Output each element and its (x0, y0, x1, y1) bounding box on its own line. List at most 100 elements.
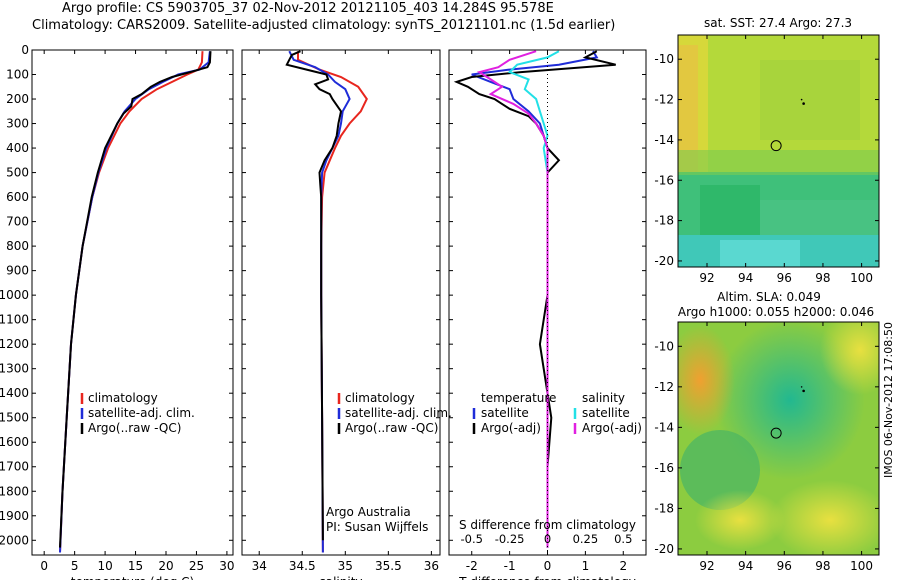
sla_map-xtick-label: 100 (850, 559, 873, 573)
salinity-series-climatology (297, 51, 368, 553)
salinity-diff-tick-label: 0.5 (614, 532, 632, 546)
salinity-diff-tick-label: -0.25 (495, 532, 525, 546)
sla_map-profile-location-marker (770, 427, 782, 439)
sla_map-ytick-label: -16 (654, 461, 674, 475)
sla_map-frame (677, 321, 880, 556)
sst_map-ytick-label: -10 (654, 52, 674, 66)
salinity-legend-label: satellite (582, 406, 630, 420)
sst_map-axes: 92 94 96 98 100 -10 -12 -14 -16 -18 -20 (654, 34, 880, 285)
sst_map-xtick-label: 100 (850, 271, 873, 285)
temperature-xtick-label: 0 (40, 559, 48, 573)
depth-tick-label: 100 (6, 68, 29, 82)
temperature-xtick-label: 5 (71, 559, 79, 573)
salinity-xtick-label: 35.5 (375, 559, 402, 573)
depth-tick-label: 1300 (0, 362, 29, 376)
difference-xtick-label: 1 (582, 559, 590, 573)
sla-map-image (678, 322, 879, 555)
difference-series-s-satellite (507, 50, 560, 548)
sla_map-track-point (802, 389, 805, 393)
depth-tick-label: 1800 (0, 484, 29, 498)
depth-tick-label: 1400 (0, 386, 29, 400)
depth-tick-label: 2000 (0, 533, 29, 547)
depth-tick-label: 900 (6, 264, 29, 278)
salinity-xtick-label: 34.5 (289, 559, 316, 573)
difference-xtick-label: 0 (544, 559, 552, 573)
salinity-diff-tick-label: 0.25 (573, 532, 599, 546)
sla_map-axes: 92 94 96 98 100 -10 -12 -14 -16 -18 -20 (654, 321, 880, 573)
figure-title-line2: Climatology: CARS2009. Satellite-adjuste… (32, 18, 616, 33)
salinity-series-group (285, 50, 368, 553)
salinity-xtick-label: 34 (252, 559, 267, 573)
salinity-legend-title: salinity (582, 391, 625, 405)
sla_map-xtick-label: 98 (815, 559, 830, 573)
difference-xtick-label: -1 (504, 559, 516, 573)
temperature-series-climatology (59, 51, 204, 553)
temperature-frame (31, 49, 234, 556)
depth-tick-label: 0 (21, 43, 29, 57)
sst_map-ytick-label: -16 (654, 173, 674, 187)
salinity-xlabel: salinity (319, 575, 362, 580)
sla_map-track-point (800, 386, 803, 388)
temperature-xtick-label: 25 (189, 559, 204, 573)
sst_map-frame (677, 34, 880, 268)
temperature-legend-label: Argo(..raw -QC) (88, 421, 181, 435)
sla_map-xtick-label: 92 (699, 559, 714, 573)
sla_map-xtick-label: 96 (777, 559, 792, 573)
salinity-legend-label: Argo(-adj) (582, 421, 642, 435)
sst_map-track-point (802, 102, 805, 105)
depth-tick-label: 1000 (0, 288, 29, 302)
sla_map-ytick-label: -20 (654, 542, 674, 556)
temperature-series-argo-raw-qc- (59, 51, 212, 548)
sst_map-ytick-label: -12 (654, 93, 674, 107)
sst_map-xtick-label: 94 (738, 271, 753, 285)
salinity-legend-label: climatology (345, 391, 415, 405)
temperature-xtick-label: 15 (128, 559, 143, 573)
difference-series-t-satellite (471, 50, 599, 548)
argo-australia-label: Argo Australia (326, 505, 411, 519)
salinity-frame (241, 49, 441, 556)
sst_map-xtick-label: 92 (699, 271, 714, 285)
figure-title-line1: Argo profile: CS 5903705_37 02-Nov-2012 … (62, 1, 554, 16)
difference-series-group (453, 50, 616, 548)
sst_map-track-point (800, 98, 803, 101)
depth-tick-label: 1200 (0, 337, 29, 351)
temperature-xtick-label: 30 (219, 559, 234, 573)
sst_map-ytick-label: -20 (654, 254, 674, 268)
sla_map-ytick-label: -14 (654, 420, 674, 434)
salinity-diff-tick-label: -0.5 (461, 532, 483, 546)
sla_map-ytick-label: -12 (654, 380, 674, 394)
sla_map-ytick-label: -18 (654, 501, 674, 515)
salinity-legend-label: Argo(..raw -QC) (345, 421, 438, 435)
depth-tick-label: 500 (6, 166, 29, 180)
depth-tick-label: 200 (6, 92, 29, 106)
depth-tick-label: 300 (6, 117, 29, 131)
depth-tick-label: 1500 (0, 411, 29, 425)
temperature-legend-title: temperature (481, 391, 556, 405)
sst-map-image (678, 35, 879, 267)
difference-xlabel: T difference from climatology (458, 575, 636, 580)
temperature-xtick-label: 20 (158, 559, 173, 573)
sst_map-ytick-label: -18 (654, 214, 674, 228)
sla-map-title: Altim. SLA: 0.049 (717, 290, 821, 304)
sst-map-title: sat. SST: 27.4 Argo: 27.3 (704, 16, 852, 30)
sla-map-subtitle: Argo h1000: 0.055 h2000: 0.046 (678, 305, 874, 319)
sst_map-ytick-label: -14 (654, 133, 674, 147)
salinity-panel: 34 34.5 35 35.5 36 salinity (241, 49, 441, 580)
temperature-series-satellite-adj-clim- (59, 51, 211, 553)
depth-tick-label: 1100 (0, 313, 29, 327)
salinity-legend-label: satellite-adj. clim. (345, 406, 452, 420)
pi-name-label: PI: Susan Wijffels (326, 520, 428, 534)
depth-tick-label: 800 (6, 239, 29, 253)
difference-xtick-label: 2 (619, 559, 627, 573)
depth-tick-label: 1600 (0, 435, 29, 449)
difference-series-s-argo-adj- (476, 50, 549, 548)
temperature-legend-label: satellite-adj. clim. (88, 406, 195, 420)
salinity-series-satellite-adj-clim- (288, 50, 351, 553)
sst_map-profile-location-marker (770, 140, 782, 152)
salinity-diff-tick-label: 0 (544, 532, 551, 546)
depth-tick-label: 400 (6, 141, 29, 155)
sst_map-xtick-label: 96 (777, 271, 792, 285)
temperature-legend-label: satellite (481, 406, 529, 420)
depth-tick-label: 600 (6, 190, 29, 204)
difference-xlabel-top: S difference from climatology (459, 518, 636, 532)
